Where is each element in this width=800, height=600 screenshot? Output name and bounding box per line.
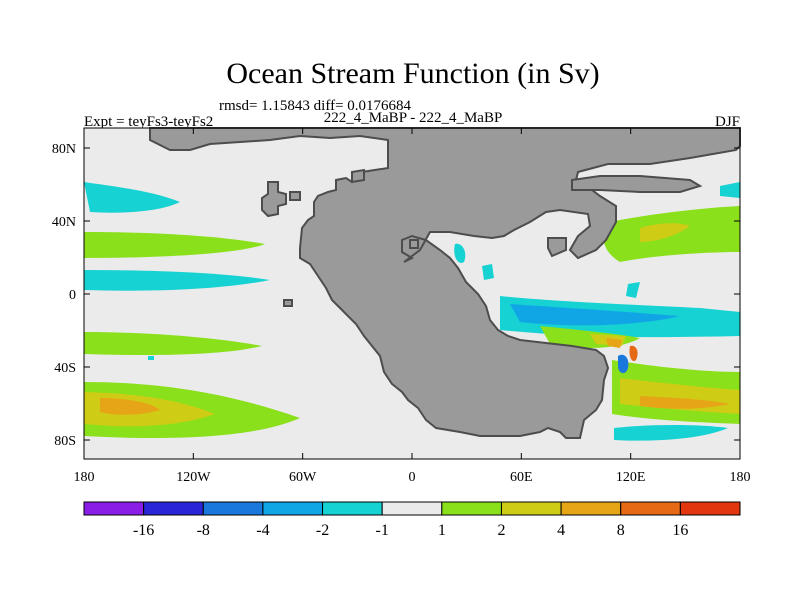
land-masses <box>149 127 741 439</box>
x-tick-label: 60W <box>289 470 317 485</box>
period-label: 222_4_MaBP - 222_4_MaBP <box>324 110 503 126</box>
land-island-north <box>571 175 703 193</box>
y-tick-label: 0 <box>69 288 76 303</box>
land-island-small-2 <box>289 191 301 201</box>
colorbar-label: 8 <box>617 522 625 539</box>
colorbar-swatch <box>620 501 681 516</box>
contour-band-core-south <box>100 398 160 415</box>
x-tick-label: 0 <box>409 470 416 485</box>
contour-band-negative-equator <box>84 270 270 291</box>
x-tick-label: 180 <box>730 470 751 485</box>
land-americas <box>149 127 741 439</box>
contour-patch-eddy-1 <box>618 354 629 374</box>
colorbar-swatch <box>381 501 443 516</box>
y-tick-label: 80S <box>54 434 76 449</box>
map-panel <box>83 127 741 460</box>
colorbar-swatch <box>500 501 562 516</box>
land-island-arctic <box>351 168 365 184</box>
colorbar-label: -4 <box>256 522 269 539</box>
colorbar-label: 16 <box>672 522 688 539</box>
contour-patch-small <box>148 356 154 360</box>
colorbar-swatch <box>679 501 741 516</box>
season-label: DJF <box>715 114 740 130</box>
contour-band-positive-north <box>84 232 265 258</box>
colorbar-swatch <box>560 501 622 516</box>
colorbar-label: -16 <box>133 522 154 539</box>
colorbar-swatch <box>83 501 145 516</box>
contour-band-negative-north <box>84 182 180 213</box>
colorbar-swatch <box>262 501 324 516</box>
y-tick-label: 80N <box>52 142 76 157</box>
contour-band-negative-indian-core <box>510 304 680 326</box>
colorbar-label: -2 <box>316 522 329 539</box>
land-island-tiny <box>409 239 419 249</box>
contour-band-negative-south-east <box>614 425 728 441</box>
experiment-label: Expt = teyFs3-teyFs2 <box>84 114 213 130</box>
x-tick-label: 120E <box>616 470 646 485</box>
contour-band-negative-east-north <box>720 182 740 198</box>
x-tick-label: 60E <box>510 470 533 485</box>
contour-patch-eddy-3 <box>454 243 466 263</box>
contour-patch-eddy-5 <box>626 282 640 298</box>
contour-patch-eddy-4 <box>482 264 494 280</box>
land-island-small-3 <box>283 299 293 307</box>
contour-band-positive-midsouth <box>84 332 262 356</box>
figure-title: Ocean Stream Function (in Sv) <box>226 57 599 90</box>
land-island-small-1 <box>261 181 287 218</box>
y-tick-label: 40S <box>54 361 76 376</box>
colorbar-swatch <box>143 501 204 516</box>
latitude-axis: 80N 40N 0 40S 80S <box>52 142 740 449</box>
colorbar-label: 1 <box>438 522 446 539</box>
contour-band-core-indian-south <box>606 338 622 348</box>
y-tick-label: 40N <box>52 215 76 230</box>
colorbar-label: -8 <box>197 522 210 539</box>
longitude-axis: 180 120W 60W 0 60E 120E 180 <box>74 128 751 485</box>
colorbar-swatch <box>202 501 264 516</box>
x-tick-label: 180 <box>74 470 95 485</box>
colorbar-label: 2 <box>497 522 505 539</box>
stats-line: rmsd= 1.15843 diff= 0.0176684 <box>219 98 412 114</box>
colorbar-label: 4 <box>557 522 565 539</box>
land-island-east <box>547 237 567 258</box>
colorbar-label: -1 <box>376 522 389 539</box>
contour-band-core-south-east <box>640 396 730 409</box>
colorbar-swatch <box>322 501 383 516</box>
contour-patch-eddy-2 <box>629 345 638 362</box>
colorbar-swatch <box>441 501 502 516</box>
colorbar: -16 -8 -4 -2 -1 1 2 4 8 16 <box>83 501 741 539</box>
contour-band-strong-east <box>640 223 690 242</box>
x-tick-label: 120W <box>176 470 211 485</box>
stream-function-contours <box>84 182 740 441</box>
